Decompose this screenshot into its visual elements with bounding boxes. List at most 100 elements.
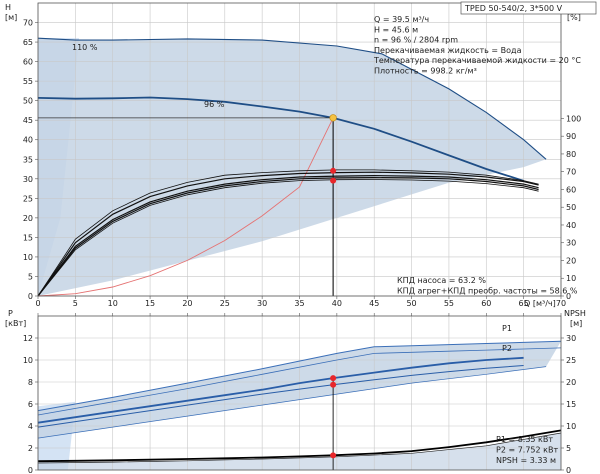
p1-curve-96 [37,356,524,424]
info-head: H = 45.6 м [374,25,418,34]
left-y-tick-label: 20 [23,214,33,223]
right-y-tick-label: 20 [566,256,576,265]
right-y-tick-label: 10 [566,274,576,283]
info-flow: Q = 39.5 м³/ч [374,15,429,24]
left-y-tick-label: 30 [23,175,33,184]
right-y-tick-label: 70 [566,168,576,177]
upper-right-axis-unit: [%] [567,13,581,22]
x-tick-label: 25 [220,299,230,308]
left-y-tick-label: 10 [23,253,33,262]
upper-left-axis-unit: [м] [5,13,17,22]
lower-axis-ticks: 0 2 4 6 8 10 12 0 5 10 15 20 25 30 [23,313,576,474]
lower-right-y-tick-label: 25 [566,356,576,365]
efficiency-point-2 [330,177,337,184]
right-y-tick-label: 100 [566,114,581,123]
power-readout-block: P1 = 8.35 кВт P2 = 7.752 кВт NPSH = 3.33… [496,435,558,465]
left-y-tick-label: 65 [23,38,33,47]
lower-left-y-tick-label: 0 [28,466,33,474]
left-y-tick-label: 5 [28,272,33,281]
series-label-p1: P1 [502,324,512,333]
p2-curve-96 [37,365,524,428]
left-y-tick-label: 60 [23,58,33,67]
npsh-curve [37,429,562,463]
right-y-tick-label: 50 [566,203,576,212]
envelope-region [38,38,547,296]
upper-left-axis-symbol: H [5,3,11,12]
x-tick-label: 60 [481,299,491,308]
p2-curve-110 [37,347,562,416]
info-temperature: Температура перекачиваемой жидкости = 20… [373,56,581,65]
readout-p2: P2 = 7.752 кВт [496,446,558,455]
curve-label-96: 96 % [204,100,225,109]
info-liquid: Перекачиваемая жидкость = Вода [374,46,522,55]
series-label-p2: P2 [502,344,512,353]
npsh-curve-lower [37,432,562,464]
x-tick-label: 20 [182,299,192,308]
lower-right-y-tick-label: 10 [566,422,576,431]
upper-axis-ticks: 0 5 10 15 20 25 30 35 40 45 50 55 60 65 70051015202530… [23,19,581,308]
right-y-tick-label: 0 [566,292,571,301]
left-y-tick-label: 15 [23,233,33,242]
right-y-tick-label: 40 [566,221,576,230]
lower-curves [37,340,562,470]
left-y-tick-label: 45 [23,116,33,125]
x-tick-label: 55 [444,299,454,308]
x-tick-label: 30 [257,299,267,308]
x-tick-label: 40 [332,299,342,308]
x-tick-label: 15 [145,299,155,308]
lower-gridlines [37,316,562,471]
efficiency-curve-1 [37,169,539,297]
x-tick-label: 0 [35,299,40,308]
head-curve-110 [37,37,547,160]
lower-right-y-tick-label: 15 [566,400,576,409]
p1-curve-110 [37,340,562,412]
curve-label-110: 110 % [72,43,98,52]
upper-curves [37,37,547,297]
lower-left-axis-symbol: P [8,309,13,318]
npsh-envelope-region [38,433,561,470]
efficiency-info-block: КПД насоса = 63.2 % КПД агрег+КПД преобр… [397,276,578,296]
lower-operating-points [330,375,337,459]
info-speed: n = 96 % / 2804 rpm [374,36,458,45]
lower-right-y-tick-label: 5 [566,444,571,453]
left-y-tick-label: 55 [23,77,33,86]
lower-right-y-tick-label: 20 [566,378,576,387]
right-y-tick-label: 90 [566,132,576,141]
readout-npsh: NPSH = 3.33 м [496,456,556,465]
readout-p1: P1 = 8.35 кВт [496,435,553,444]
lower-left-y-tick-label: 10 [23,356,33,365]
pump-model-box: TPED 50-540/2, 3*500 V [460,1,597,15]
efficiency-curve-2 [37,171,539,297]
left-y-tick-label: 70 [23,19,33,28]
x-tick-label: 65 [519,299,529,308]
efficiency-curve-4 [37,176,539,297]
x-tick-label: 50 [406,299,416,308]
lower-left-y-tick-label: 4 [28,422,33,431]
x-tick-label: 45 [369,299,379,308]
x-tick-label: 70 [556,299,566,308]
lower-right-y-tick-label: 30 [566,334,576,343]
left-y-tick-label: 50 [23,97,33,106]
lower-right-axis-unit: [м] [570,319,582,328]
power-point-1 [330,375,337,382]
power-point-2 [330,381,337,388]
duty-info-block: Q = 39.5 м³/ч H = 45.6 м n = 96 % / 2804… [373,15,581,76]
upper-operating-points [329,114,337,184]
lower-left-y-tick-label: 8 [28,378,33,387]
right-y-tick-label: 80 [566,150,576,159]
head-curve-96 [37,96,524,182]
info-pump-efficiency: КПД насоса = 63.2 % [397,276,486,285]
x-tick-label: 5 [73,299,78,308]
duty-point [329,114,337,122]
efficiency-point-1 [330,167,337,174]
upper-operating-envelope [38,38,547,296]
efficiency-curve-3 [37,174,539,297]
right-y-tick-label: 30 [566,239,576,248]
left-y-tick-label: 0 [28,292,33,301]
lower-right-axis-symbol: NPSH [564,309,586,318]
x-tick-label: 10 [108,299,118,308]
left-y-tick-label: 35 [23,155,33,164]
left-y-tick-label: 25 [23,194,33,203]
x-tick-label: 35 [294,299,304,308]
